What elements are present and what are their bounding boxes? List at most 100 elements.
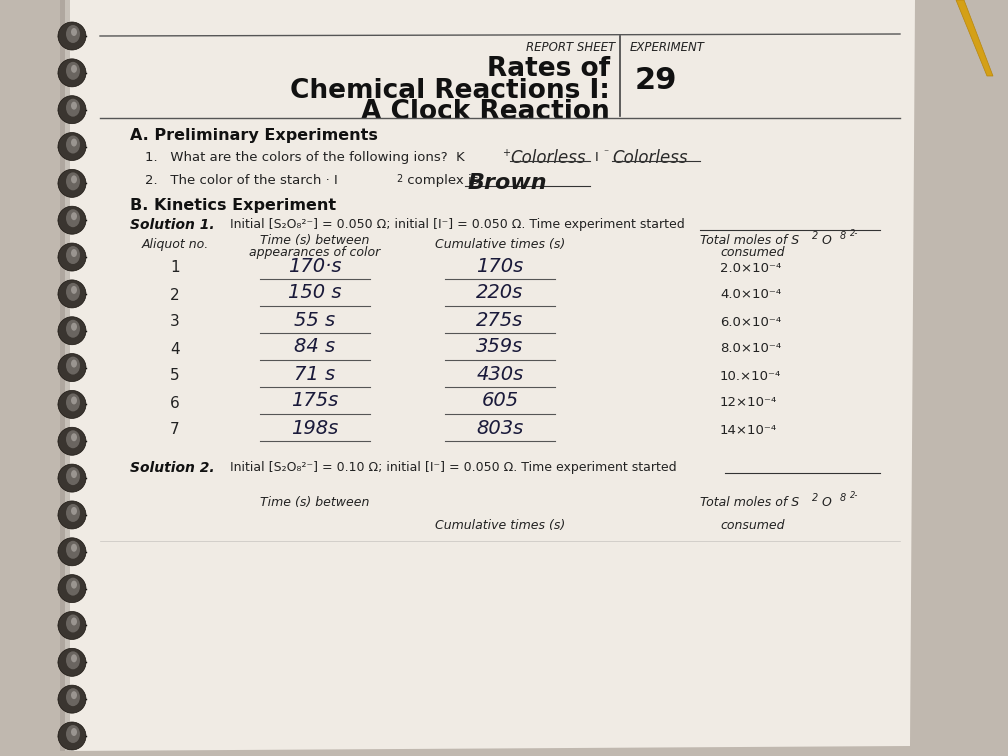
Text: Total moles of S: Total moles of S (700, 234, 799, 247)
Ellipse shape (58, 501, 86, 529)
Ellipse shape (66, 209, 80, 228)
Text: 55 s: 55 s (294, 311, 336, 330)
Text: 2: 2 (170, 287, 179, 302)
Text: 198s: 198s (291, 419, 339, 438)
Ellipse shape (66, 430, 80, 448)
Ellipse shape (58, 243, 86, 271)
Text: Total moles of S: Total moles of S (700, 496, 799, 509)
Text: Initial [S₂O₈²⁻] = 0.10 Ω; initial [I⁻] = 0.050 Ω. Time experiment started: Initial [S₂O₈²⁻] = 0.10 Ω; initial [I⁻] … (222, 461, 676, 474)
Ellipse shape (71, 691, 77, 699)
Ellipse shape (71, 360, 77, 367)
Text: 14×10⁻⁴: 14×10⁻⁴ (720, 423, 777, 436)
Ellipse shape (66, 615, 80, 633)
Text: 6.0×10⁻⁴: 6.0×10⁻⁴ (720, 315, 781, 329)
Text: Time (s) between: Time (s) between (260, 234, 370, 247)
Ellipse shape (71, 544, 77, 552)
Ellipse shape (71, 175, 77, 184)
Text: Solution 1.: Solution 1. (130, 218, 215, 232)
Text: Cumulative times (s): Cumulative times (s) (434, 519, 565, 532)
Ellipse shape (58, 575, 86, 603)
Text: Cumulative times (s): Cumulative times (s) (434, 238, 565, 251)
Text: 2.0×10⁻⁴: 2.0×10⁻⁴ (720, 262, 781, 274)
Ellipse shape (66, 357, 80, 374)
Text: Initial [S₂O₈²⁻] = 0.050 Ω; initial [I⁻] = 0.050 Ω. Time experiment started: Initial [S₂O₈²⁻] = 0.050 Ω; initial [I⁻]… (222, 218, 684, 231)
Ellipse shape (66, 541, 80, 559)
Text: 4.0×10⁻⁴: 4.0×10⁻⁴ (720, 289, 781, 302)
Text: 1: 1 (170, 261, 179, 275)
Text: 10.×10⁻⁴: 10.×10⁻⁴ (720, 370, 781, 383)
Ellipse shape (58, 427, 86, 455)
Text: 430s: 430s (477, 364, 523, 383)
Text: 220s: 220s (477, 284, 523, 302)
Ellipse shape (66, 393, 80, 411)
Ellipse shape (66, 62, 80, 80)
Ellipse shape (58, 464, 86, 492)
Text: 8: 8 (840, 493, 847, 503)
Ellipse shape (58, 22, 86, 50)
Text: 2: 2 (396, 174, 402, 184)
Ellipse shape (71, 65, 77, 73)
Ellipse shape (66, 246, 80, 264)
Text: Time (s) between: Time (s) between (260, 496, 370, 509)
Text: Solution 2.: Solution 2. (130, 461, 215, 475)
Ellipse shape (58, 390, 86, 418)
Ellipse shape (58, 280, 86, 308)
Ellipse shape (58, 685, 86, 713)
Ellipse shape (71, 396, 77, 404)
Text: 12×10⁻⁴: 12×10⁻⁴ (720, 396, 777, 410)
Text: I: I (595, 151, 599, 164)
Ellipse shape (66, 25, 80, 43)
Ellipse shape (58, 169, 86, 197)
Text: appearances of color: appearances of color (249, 246, 381, 259)
Text: A. Preliminary Experiments: A. Preliminary Experiments (130, 128, 378, 143)
Ellipse shape (66, 504, 80, 522)
Text: Colorless: Colorless (612, 149, 687, 167)
Text: 4: 4 (170, 342, 179, 357)
Text: 2-: 2- (850, 229, 859, 238)
Text: 2: 2 (812, 493, 818, 503)
Text: Chemical Reactions I:: Chemical Reactions I: (290, 78, 610, 104)
Ellipse shape (71, 102, 77, 110)
Ellipse shape (71, 470, 77, 478)
Ellipse shape (66, 652, 80, 669)
Text: +: + (502, 148, 510, 158)
Text: Brown: Brown (468, 173, 547, 193)
Ellipse shape (58, 612, 86, 640)
Ellipse shape (71, 138, 77, 147)
Ellipse shape (66, 283, 80, 301)
Ellipse shape (66, 99, 80, 116)
Ellipse shape (58, 59, 86, 87)
Ellipse shape (71, 581, 77, 589)
Text: A Clock Reaction: A Clock Reaction (361, 99, 610, 125)
Text: 175s: 175s (291, 392, 339, 411)
Ellipse shape (71, 28, 77, 36)
Ellipse shape (71, 433, 77, 442)
Ellipse shape (71, 323, 77, 330)
Text: 1.   What are the colors of the following ions?  K: 1. What are the colors of the following … (145, 151, 465, 164)
Ellipse shape (66, 688, 80, 706)
Text: Colorless: Colorless (510, 149, 586, 167)
Ellipse shape (71, 728, 77, 736)
Text: 803s: 803s (477, 419, 523, 438)
Ellipse shape (58, 206, 86, 234)
Text: 275s: 275s (477, 311, 523, 330)
Polygon shape (65, 0, 915, 751)
Ellipse shape (58, 538, 86, 565)
Text: Aliquot no.: Aliquot no. (141, 238, 209, 251)
Ellipse shape (66, 135, 80, 153)
Text: 170s: 170s (477, 256, 523, 275)
Text: consumed: consumed (720, 246, 784, 259)
Ellipse shape (58, 722, 86, 750)
Ellipse shape (71, 212, 77, 220)
Ellipse shape (66, 725, 80, 743)
Polygon shape (60, 0, 70, 751)
Text: 8: 8 (840, 231, 847, 241)
Text: O: O (822, 496, 832, 509)
Text: B. Kinetics Experiment: B. Kinetics Experiment (130, 198, 336, 213)
Text: 2: 2 (812, 231, 818, 241)
Text: 359s: 359s (477, 337, 523, 357)
Text: REPORT SHEET: REPORT SHEET (526, 41, 615, 54)
Polygon shape (956, 0, 993, 76)
Ellipse shape (71, 618, 77, 625)
Text: O: O (822, 234, 832, 247)
